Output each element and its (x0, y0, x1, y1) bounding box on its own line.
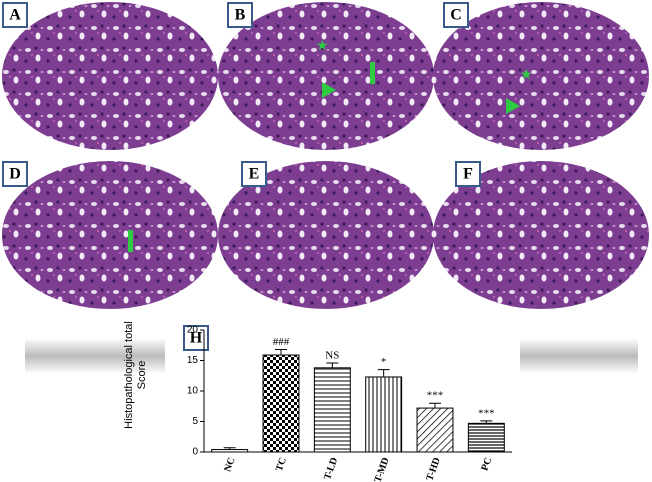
error-bar (480, 420, 493, 424)
micrograph (218, 161, 434, 309)
bar (262, 354, 300, 453)
error-bar (223, 447, 236, 450)
y-tick-label: 0 (192, 447, 198, 458)
significance-label: * (381, 356, 387, 368)
panel-label: D (9, 166, 21, 183)
panel-label: C (450, 7, 462, 24)
significance-label: NS (325, 349, 339, 361)
y-tick-label: 20 (187, 325, 199, 336)
error-bar (429, 402, 441, 409)
shadow (518, 338, 638, 374)
micrograph (433, 2, 649, 150)
panel-label: A (9, 7, 21, 24)
significance-label: *** (427, 390, 444, 402)
panel-label: B (235, 7, 246, 24)
error-bar (326, 362, 339, 368)
y-tick-label: 5 (192, 416, 198, 427)
bar (313, 367, 351, 453)
arrow-marker (128, 230, 133, 252)
bar (211, 449, 249, 453)
x-tick-label: NC (222, 456, 237, 473)
error-bar (275, 349, 287, 356)
panel-label-box (241, 161, 267, 187)
bar (416, 407, 454, 453)
y-tick-label: 10 (187, 386, 199, 397)
panel-label-box (443, 2, 469, 28)
x-tick-label: PC (479, 456, 494, 472)
x-tick-label: TC (274, 456, 289, 473)
bar (365, 376, 403, 453)
micrographs: ★ ★ (2, 2, 649, 309)
y-axis-title: Histopathological total Score (123, 321, 148, 429)
micrograph (2, 161, 218, 309)
panel-label: F (463, 166, 473, 183)
panel-label: H (190, 330, 203, 347)
panel-label-box (2, 161, 28, 187)
arrowhead-marker (322, 82, 336, 98)
significance-label: ### (273, 336, 290, 348)
micrograph (433, 161, 649, 309)
micrograph (218, 2, 434, 150)
panel-label-box (2, 2, 28, 28)
panel-label: E (249, 166, 260, 183)
y-tick-label: 15 (187, 355, 199, 366)
micrograph (2, 2, 218, 150)
panel-label-box (227, 2, 253, 28)
error-bar (377, 369, 390, 377)
arrowhead-marker (506, 98, 520, 114)
panel-label-box (455, 161, 481, 187)
significance-label: *** (478, 407, 495, 419)
star-marker: ★ (316, 39, 329, 54)
star-marker: ★ (520, 68, 533, 83)
bar (467, 422, 505, 453)
arrow-marker (370, 62, 375, 84)
